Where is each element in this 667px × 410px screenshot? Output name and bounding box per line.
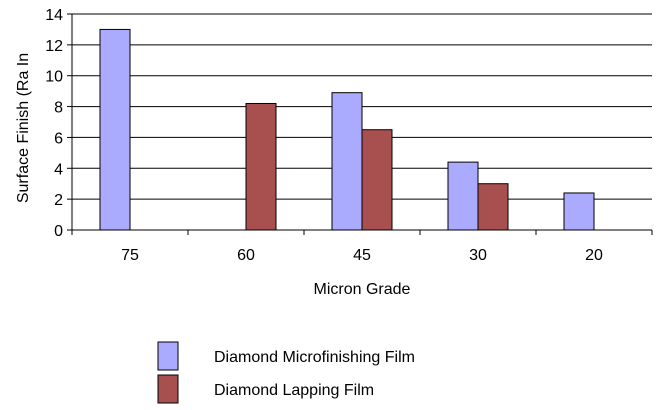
legend-label-microfinishing: Diamond Microfinishing Film <box>214 349 415 366</box>
axes <box>67 13 653 235</box>
y-tick-label: 8 <box>54 100 63 117</box>
y-tick-label: 14 <box>45 7 63 24</box>
y-tick-label: 12 <box>45 38 63 55</box>
legend: Diamond Microfinishing Film Diamond Lappi… <box>157 341 415 404</box>
legend-swatch-microfinishing <box>157 341 179 371</box>
x-tick-label-75: 75 <box>121 247 139 264</box>
legend-swatch-lapping <box>157 374 179 404</box>
y-tick-label: 2 <box>54 192 63 209</box>
x-tick-label-30: 30 <box>469 247 487 264</box>
y-tick-label: 4 <box>54 161 63 178</box>
y-tick-label: 0 <box>54 223 63 240</box>
x-tick-labels: 75 60 45 30 20 <box>121 247 603 264</box>
legend-label-lapping: Diamond Lapping Film <box>214 382 374 399</box>
bar-microfinishing-45 <box>331 92 363 231</box>
x-tick-label-20: 20 <box>585 247 603 264</box>
bar-microfinishing-20 <box>563 192 595 231</box>
y-tick-labels: 0 2 4 6 8 10 12 14 <box>45 7 63 240</box>
x-tick-label-45: 45 <box>353 247 371 264</box>
bar-microfinishing-75 <box>99 28 131 231</box>
y-tick-label: 6 <box>54 130 63 147</box>
bar-lapping-30 <box>477 183 509 231</box>
bar-microfinishing-30 <box>447 161 479 231</box>
y-tick-label: 10 <box>45 69 63 86</box>
y-axis-title: Surface Finish (Ra In <box>15 53 32 203</box>
bars <box>99 28 595 231</box>
bar-lapping-60 <box>245 102 277 231</box>
bar-lapping-45 <box>361 129 393 231</box>
x-axis-title: Micron Grade <box>314 281 411 298</box>
x-tick-label-60: 60 <box>237 247 255 264</box>
